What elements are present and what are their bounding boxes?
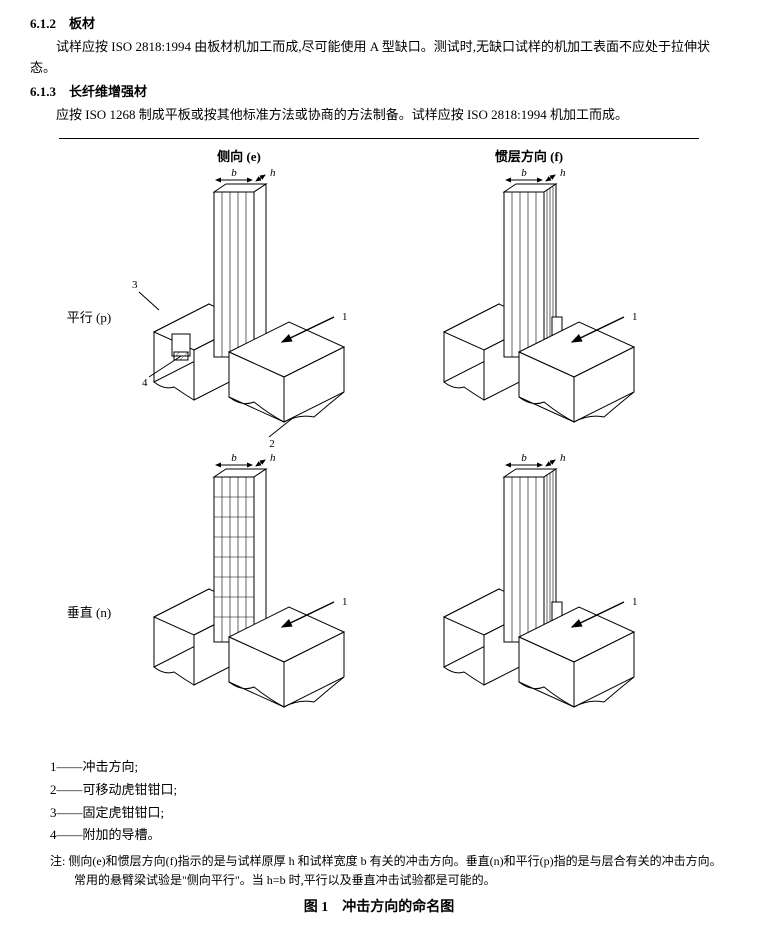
- svg-text:3: 3: [132, 279, 138, 291]
- heading-612: 6.1.2 板材: [30, 14, 728, 35]
- figure-legend: 1——冲击方向; 2——可移动虎钳钳口; 3——固定虎钳钳口; 4——附加的导槽…: [50, 757, 728, 846]
- legend-4: 4——附加的导槽。: [50, 825, 728, 846]
- svg-text:h: h: [270, 452, 276, 464]
- col-header-left: 侧向 (e): [217, 149, 261, 164]
- panel-en: b h 1: [154, 452, 348, 707]
- svg-text:b: b: [521, 452, 527, 464]
- svg-text:h: h: [560, 452, 566, 464]
- figure-caption: 图 1 冲击方向的命名图: [30, 897, 728, 919]
- panel-ep: b h 1 2 3 4: [132, 167, 348, 450]
- svg-text:h: h: [560, 167, 566, 179]
- svg-text:b: b: [521, 167, 527, 179]
- para-612: 试样应按 ISO 2818:1994 由板材机加工而成,尽可能使用 A 型缺口。…: [30, 37, 728, 79]
- col-header-right: 惯层方向 (f): [495, 149, 563, 164]
- svg-text:4: 4: [142, 377, 148, 389]
- legend-1: 1——冲击方向;: [50, 757, 728, 778]
- heading-613: 6.1.3 长纤维增强材: [30, 82, 728, 103]
- panel-fn: b h 1: [444, 452, 638, 707]
- row-label-top: 平行 (p): [67, 310, 111, 325]
- svg-text:1: 1: [342, 311, 348, 323]
- svg-text:2: 2: [269, 438, 275, 450]
- svg-text:1: 1: [342, 596, 348, 608]
- svg-text:1: 1: [632, 311, 638, 323]
- legend-2: 2——可移动虎钳钳口;: [50, 780, 728, 801]
- panel-fp: b h 1: [444, 167, 638, 422]
- figure-note: 注: 侧向(e)和惯层方向(f)指示的是与试样原厚 h 和试样宽度 b 有关的冲…: [50, 852, 728, 890]
- svg-text:b: b: [231, 452, 237, 464]
- svg-text:b: b: [231, 167, 237, 179]
- legend-3: 3——固定虎钳钳口;: [50, 803, 728, 824]
- figure-container: 侧向 (e) 惯层方向 (f) 平行 (p) 垂直 (n): [59, 138, 699, 737]
- figure-svg: 侧向 (e) 惯层方向 (f) 平行 (p) 垂直 (n): [59, 147, 699, 737]
- para-613: 应按 ISO 1268 制成平板或按其他标准方法或协商的方法制备。试样应按 IS…: [30, 105, 728, 126]
- svg-text:1: 1: [632, 596, 638, 608]
- row-label-bottom: 垂直 (n): [67, 605, 111, 620]
- svg-text:h: h: [270, 167, 276, 179]
